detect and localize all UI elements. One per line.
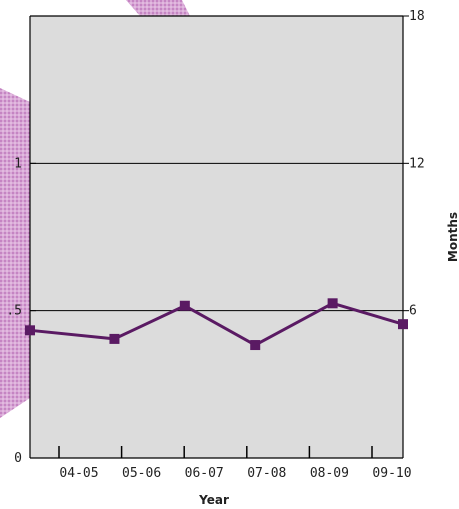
- x-axis-ticks: 04-05 05-06 06-07 07-08 08-09 09-10: [58, 446, 412, 481]
- right-axis-title: Months: [446, 212, 459, 262]
- left-tick-label: .5: [6, 304, 22, 319]
- plot-background: [30, 16, 403, 458]
- data-point-marker: [109, 333, 120, 344]
- gridlines: [30, 162, 403, 312]
- right-tick-label: 6: [409, 304, 417, 319]
- right-axis-ticks: 6 12 18: [403, 9, 425, 319]
- x-axis-title: Year: [198, 493, 229, 507]
- data-point-marker: [398, 319, 408, 330]
- left-axis-ticks: 0.51: [6, 156, 36, 466]
- x-tick-label: 09-10: [372, 466, 411, 481]
- x-tick-label: 04-05: [59, 466, 98, 481]
- series-layer: [25, 298, 408, 351]
- left-tick-label: 1: [14, 156, 22, 171]
- data-point-marker: [25, 325, 35, 336]
- x-tick-label: 08-09: [310, 466, 349, 481]
- data-point-marker: [179, 300, 190, 311]
- data-point-marker: [250, 340, 261, 351]
- right-tick-label: 18: [409, 9, 425, 24]
- left-tick-label: 0: [14, 451, 22, 466]
- data-point-marker: [327, 298, 338, 309]
- series-line: [29, 301, 404, 347]
- x-tick-label: 05-06: [122, 466, 161, 481]
- x-tick-label: 07-08: [247, 466, 286, 481]
- right-tick-label: 12: [409, 156, 425, 171]
- x-tick-label: 06-07: [185, 466, 224, 481]
- decorative-ribbon: [0, 0, 190, 418]
